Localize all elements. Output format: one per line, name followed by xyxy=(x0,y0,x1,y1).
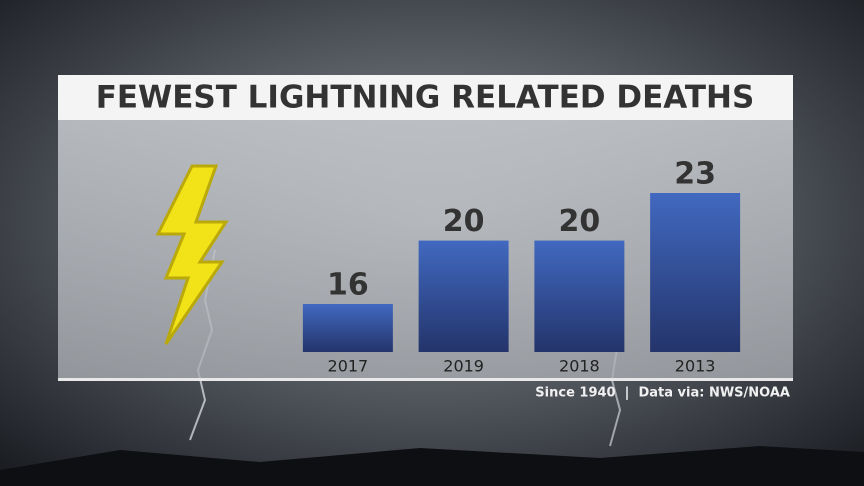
lightning-icon xyxy=(155,164,229,345)
x-tick-label: 2017 xyxy=(328,357,369,376)
chart-title: FEWEST LIGHTNING RELATED DEATHS xyxy=(96,80,755,116)
value-label: 20 xyxy=(443,204,485,239)
x-tick-label: 2013 xyxy=(675,357,716,376)
source-note: Since 1940 | Data via: NWS/NOAA xyxy=(535,386,790,401)
panel-rule xyxy=(58,378,793,381)
bar xyxy=(650,193,741,352)
value-label: 16 xyxy=(327,268,369,303)
title-band xyxy=(58,75,793,120)
value-label: 23 xyxy=(674,157,716,192)
x-tick-label: 2018 xyxy=(559,357,600,376)
hills xyxy=(0,446,864,486)
value-label: 20 xyxy=(559,204,601,239)
bar xyxy=(418,240,509,352)
bar xyxy=(302,304,393,352)
bar xyxy=(534,240,625,352)
x-tick-label: 2019 xyxy=(443,357,484,376)
